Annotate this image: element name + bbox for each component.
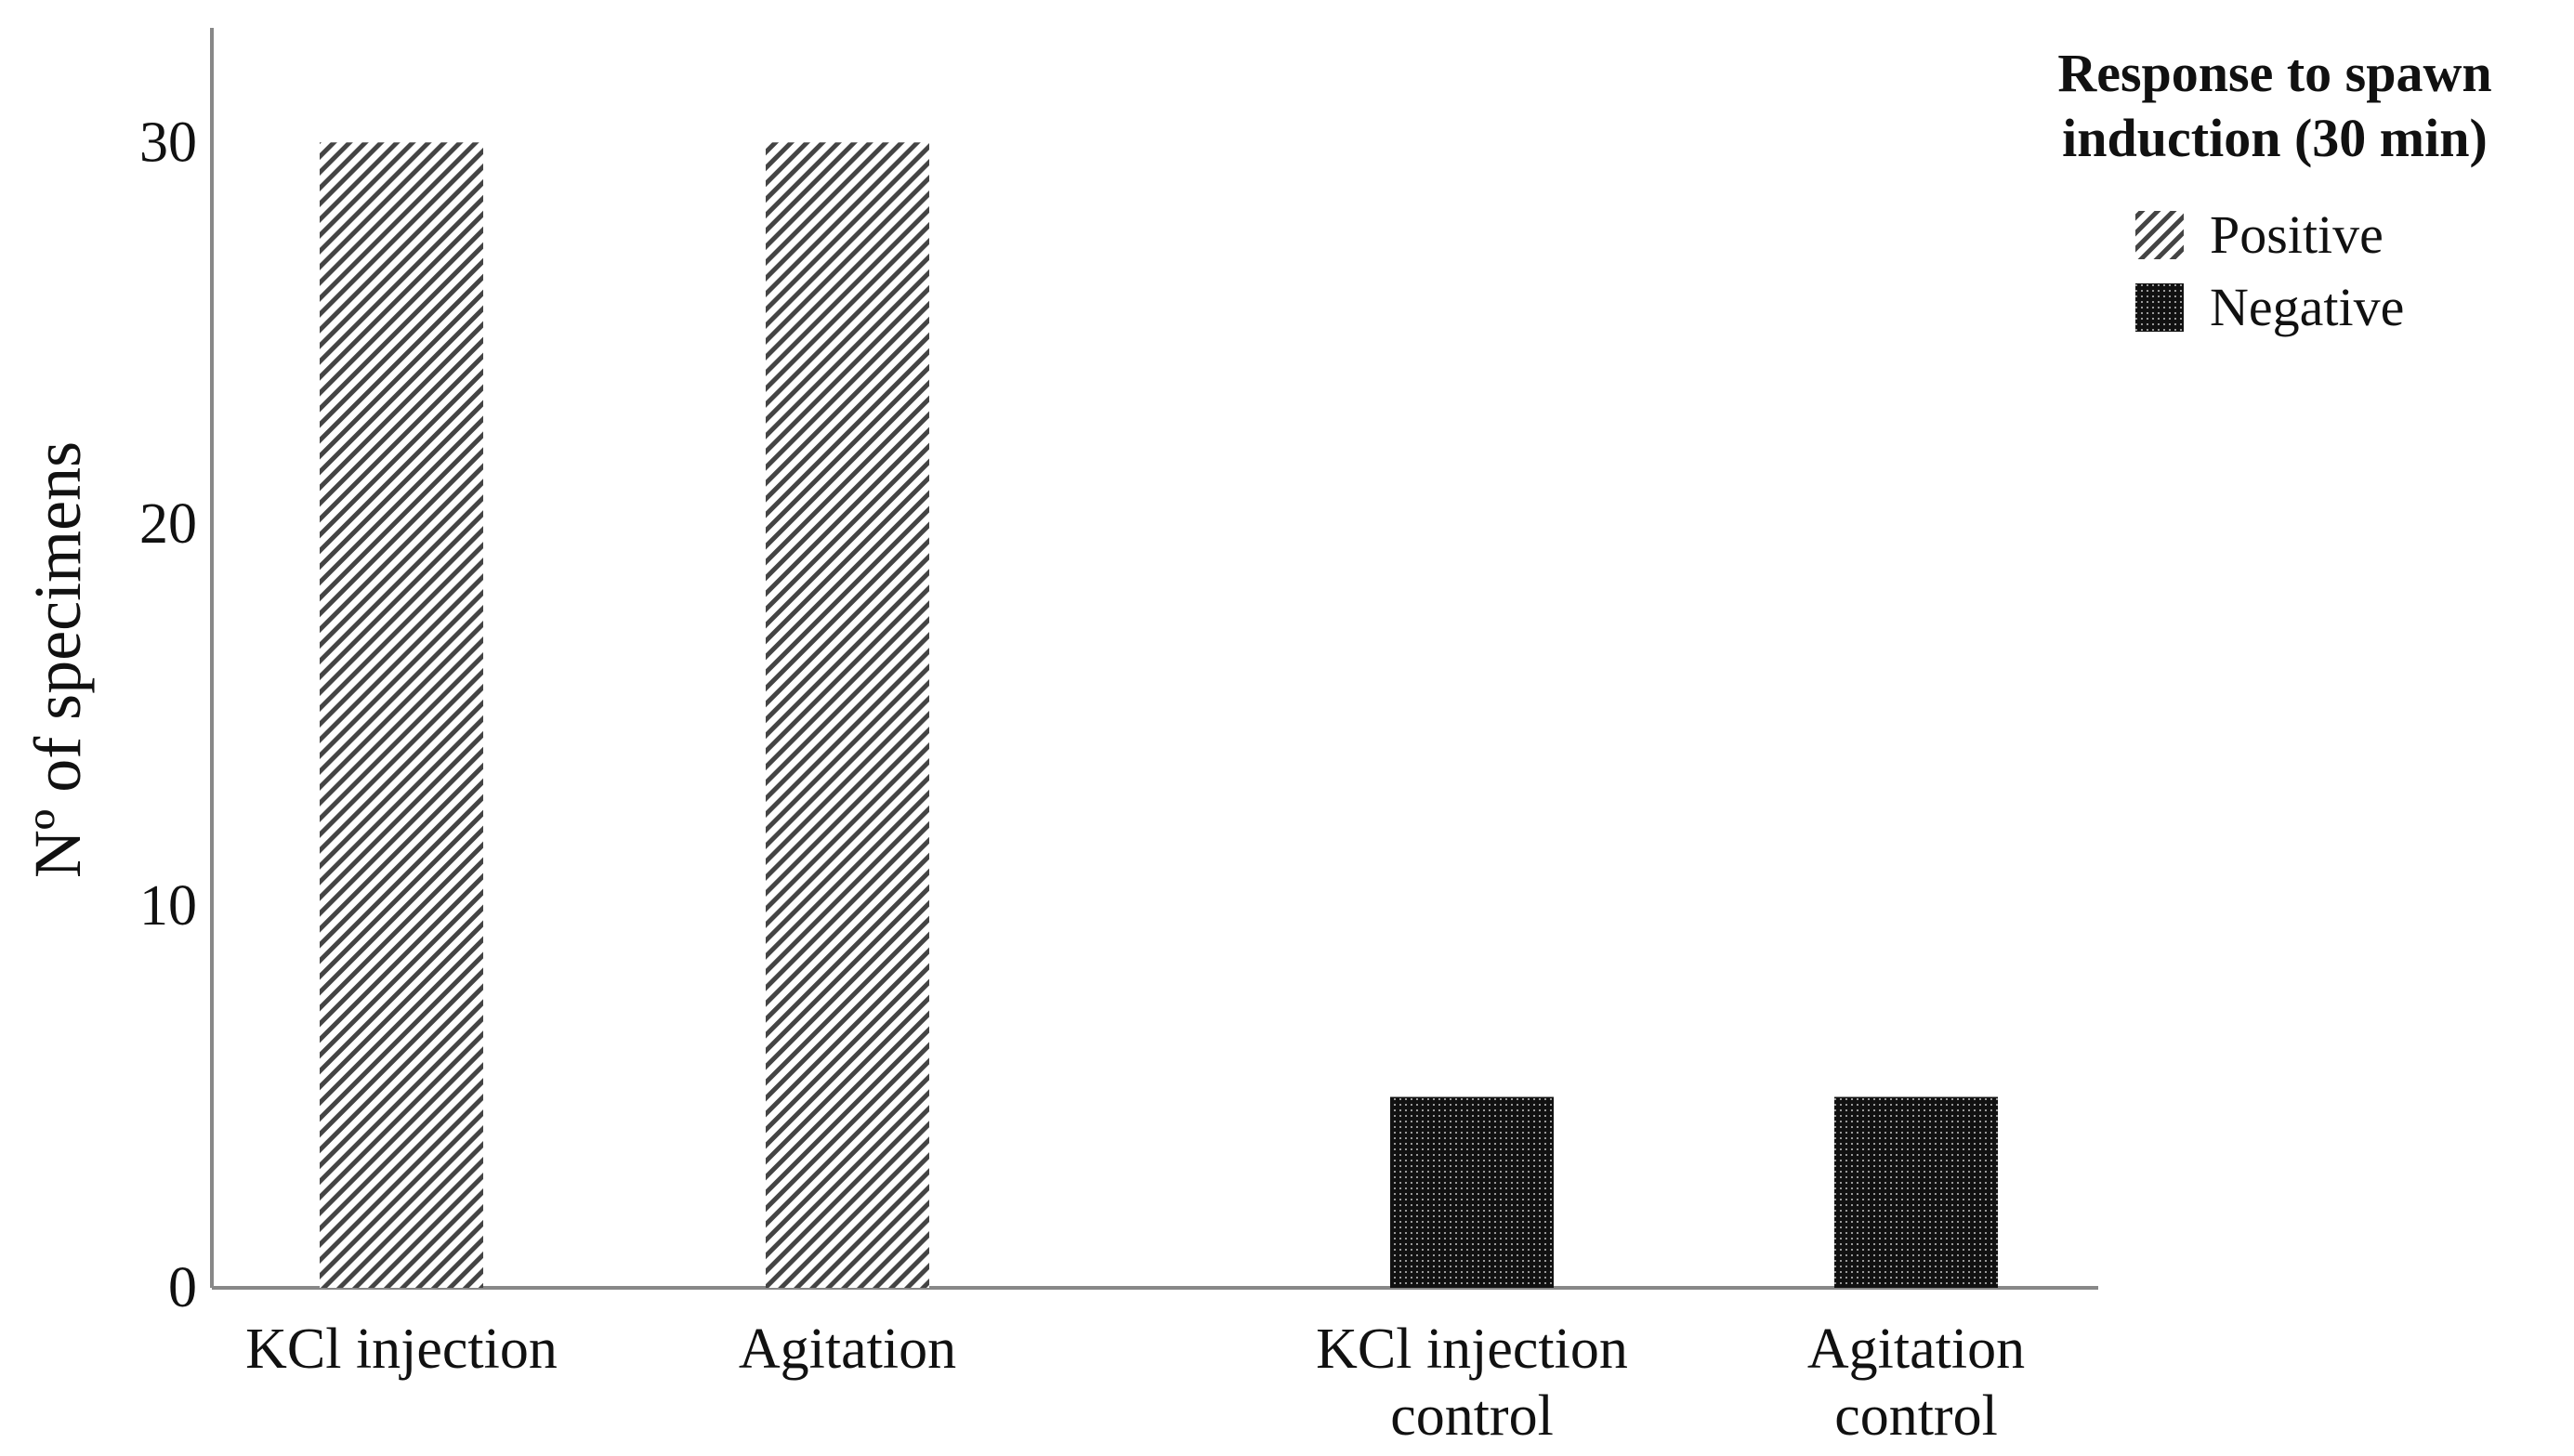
- x-category-label: control: [1390, 1384, 1554, 1448]
- y-tick-label: 30: [139, 111, 197, 174]
- x-category-label: Agitation: [739, 1318, 956, 1381]
- y-ticks: 0 10 20 30: [139, 111, 197, 1319]
- y-tick-label: 0: [168, 1256, 197, 1319]
- x-category-label: KCl injection: [1316, 1318, 1628, 1381]
- bar-negative-3: [1834, 1096, 1998, 1288]
- legend-title-line-2: induction (30 min): [2062, 108, 2488, 168]
- bar-negative-2: [1390, 1096, 1554, 1288]
- legend: Response to spawn induction (30 min) Pos…: [2057, 43, 2491, 337]
- y-axis-label: Nº of specimens: [20, 441, 95, 878]
- x-category-label: Agitation: [1807, 1318, 2025, 1381]
- legend-swatch-negative: [2135, 283, 2184, 332]
- legend-title-line-1: Response to spawn: [2057, 43, 2491, 103]
- x-category-label: KCl injection: [245, 1318, 558, 1381]
- bar-positive-1: [766, 142, 929, 1289]
- legend-label-negative: Negative: [2210, 277, 2404, 337]
- y-tick-label: 10: [139, 874, 197, 938]
- y-tick-label: 20: [139, 492, 197, 556]
- bars: [320, 142, 1998, 1289]
- bar-positive-0: [320, 142, 483, 1289]
- x-category-label: control: [1834, 1384, 1998, 1448]
- legend-swatch-positive: [2135, 211, 2184, 259]
- x-category-labels: KCl injection Agitation KCl injectioncontr…: [245, 1318, 2025, 1448]
- legend-label-positive: Positive: [2210, 204, 2384, 265]
